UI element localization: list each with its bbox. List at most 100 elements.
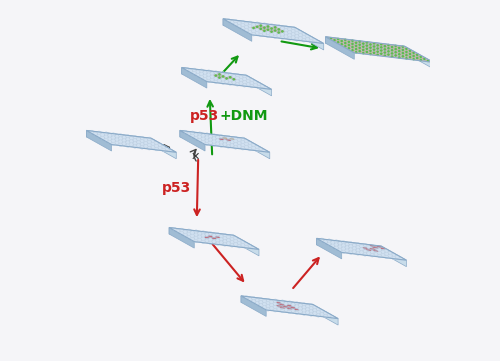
Circle shape [136,144,140,147]
Circle shape [288,30,292,34]
Polygon shape [386,52,398,55]
Polygon shape [350,44,362,47]
Polygon shape [182,68,192,70]
Polygon shape [270,35,280,38]
Circle shape [310,36,313,40]
Polygon shape [190,236,202,239]
Circle shape [405,48,407,50]
Circle shape [302,32,306,36]
Circle shape [190,231,194,235]
Circle shape [295,38,298,41]
Polygon shape [198,237,208,240]
Circle shape [104,135,108,139]
Circle shape [362,45,364,48]
Circle shape [274,305,277,309]
Polygon shape [266,27,277,30]
Circle shape [176,229,180,233]
Polygon shape [352,249,364,252]
Polygon shape [198,134,208,137]
Polygon shape [212,239,223,242]
Polygon shape [302,308,313,311]
Polygon shape [248,23,259,26]
Polygon shape [280,302,291,305]
Polygon shape [198,140,208,143]
Circle shape [198,132,202,135]
Circle shape [270,306,274,310]
Circle shape [250,81,254,85]
Text: ✕: ✕ [190,152,200,162]
Polygon shape [97,136,108,139]
Polygon shape [200,78,210,81]
Circle shape [243,74,246,78]
Circle shape [252,27,255,29]
Polygon shape [295,310,306,313]
Circle shape [234,22,237,26]
Polygon shape [184,236,194,239]
Polygon shape [284,307,295,310]
Polygon shape [130,142,140,145]
Circle shape [252,29,256,33]
Polygon shape [382,252,392,255]
Circle shape [337,38,340,40]
Polygon shape [365,46,376,49]
Circle shape [280,26,284,30]
Polygon shape [256,31,266,34]
Circle shape [190,237,194,241]
Polygon shape [208,143,220,146]
Circle shape [205,239,208,243]
Text: p53: p53 [162,181,191,195]
Circle shape [338,245,342,248]
Polygon shape [94,134,104,137]
Circle shape [218,76,220,79]
Circle shape [310,39,313,43]
Polygon shape [223,19,234,22]
Circle shape [226,142,230,145]
Circle shape [316,310,320,314]
Polygon shape [220,243,230,246]
Circle shape [266,25,270,28]
Circle shape [220,141,223,144]
Polygon shape [382,246,406,267]
Polygon shape [169,227,234,242]
Circle shape [295,35,298,38]
Circle shape [274,32,277,35]
Polygon shape [336,40,347,43]
Polygon shape [180,130,205,151]
Circle shape [205,139,208,143]
Polygon shape [212,136,223,139]
Polygon shape [133,144,144,147]
Polygon shape [408,58,419,61]
Polygon shape [254,86,264,88]
Circle shape [200,69,203,73]
Circle shape [355,51,358,53]
Circle shape [205,136,208,139]
Circle shape [316,307,320,311]
Circle shape [239,82,243,85]
Circle shape [133,135,136,139]
Polygon shape [398,45,408,48]
Polygon shape [148,146,158,149]
Circle shape [270,303,274,307]
Polygon shape [270,29,280,32]
Polygon shape [210,71,221,74]
Circle shape [246,82,250,86]
Polygon shape [208,240,220,243]
Circle shape [284,32,288,35]
Circle shape [234,243,237,246]
Polygon shape [158,145,169,148]
Circle shape [244,142,248,146]
Circle shape [346,246,349,249]
Polygon shape [140,139,151,142]
Polygon shape [259,26,270,29]
Polygon shape [133,138,144,140]
Polygon shape [262,31,274,34]
Circle shape [244,296,248,299]
Circle shape [342,244,345,247]
Circle shape [130,140,133,143]
Circle shape [230,140,234,144]
Circle shape [244,22,248,26]
Polygon shape [239,81,250,84]
Polygon shape [362,41,372,44]
Polygon shape [326,37,336,40]
Circle shape [310,303,313,307]
